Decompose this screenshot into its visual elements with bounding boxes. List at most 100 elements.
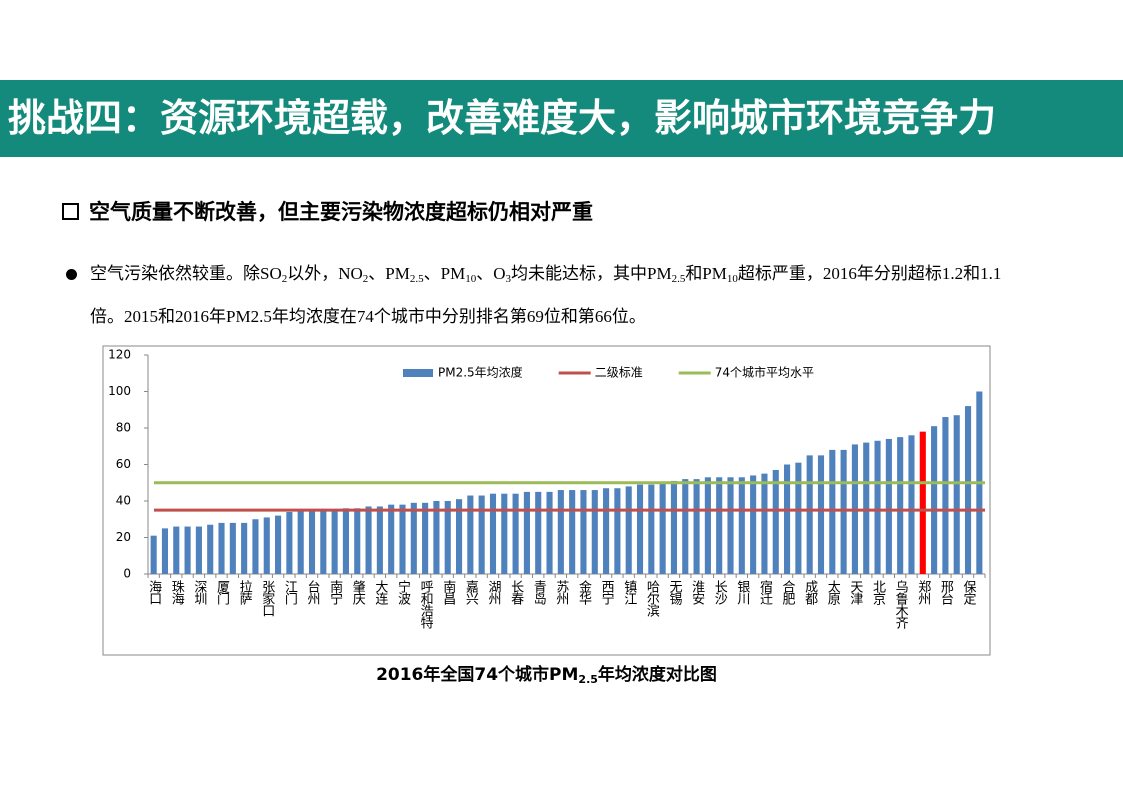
- x-tick-label: 台州: [305, 580, 321, 605]
- bar: [931, 426, 938, 574]
- bar: [173, 526, 180, 574]
- bar: [953, 415, 960, 574]
- x-tick-label: 无锡: [666, 580, 682, 605]
- bar: [874, 440, 881, 574]
- x-tick-label: 天津: [847, 580, 863, 605]
- bar: [761, 473, 768, 574]
- x-tick-label: 湖州: [485, 580, 501, 605]
- bar: [297, 510, 304, 574]
- bar: [942, 417, 949, 574]
- bar: [354, 508, 361, 574]
- bar: [772, 469, 779, 574]
- legend-label: 74个城市平均水平: [715, 365, 814, 380]
- text-run: 、PM: [368, 264, 410, 283]
- bar: [682, 479, 689, 574]
- text-run: 均未能达标，其中PM: [510, 264, 672, 283]
- checkbox-icon: [62, 203, 79, 220]
- bar: [806, 455, 813, 574]
- bar: [716, 477, 723, 574]
- bar: [331, 510, 338, 574]
- x-tick-label: 长沙: [712, 580, 728, 605]
- bar: [376, 506, 383, 574]
- bar: [512, 493, 519, 574]
- bar: [885, 438, 892, 574]
- text-run: 、O: [476, 264, 506, 283]
- subheading-text: 空气质量不断改善，但主要污染物浓度超标仍相对严重: [89, 200, 593, 224]
- text-run: 年均浓度对比图: [597, 665, 717, 685]
- x-tick-label: 宁波: [395, 579, 411, 605]
- subscript: 2: [362, 273, 369, 285]
- bar: [308, 510, 316, 574]
- x-tick-label: 珠海: [169, 580, 185, 605]
- bar: [557, 490, 564, 574]
- x-tick-label: 镇江: [621, 580, 637, 605]
- bar: [410, 502, 417, 574]
- text-run: 超标严重，2016年分别超标1.2和1.1倍。2015和2016年PM2.5年均…: [90, 264, 1002, 326]
- x-tick-label: 拉萨: [237, 580, 253, 605]
- header-title: 挑战四：资源环境超载，改善难度大，影响城市环境竞争力: [8, 96, 997, 140]
- x-tick-label: 青岛: [531, 580, 547, 605]
- bar: [286, 511, 293, 574]
- caption: 2016年全国74个城市PM2.5年均浓度对比图: [0, 660, 1093, 686]
- x-tick-label: 宿迁: [757, 579, 773, 605]
- x-tick-label: 张家口: [259, 580, 275, 617]
- subheading: 空气质量不断改善，但主要污染物浓度超标仍相对严重: [62, 196, 593, 226]
- x-tick-label: 邢台: [938, 580, 954, 605]
- x-tick-label: 北京: [870, 580, 886, 605]
- x-tick-label: 保定: [961, 580, 977, 606]
- x-tick-label: 嘉兴: [463, 580, 479, 605]
- x-tick-label: 淮安: [689, 580, 705, 605]
- x-tick-label: 苏州: [553, 579, 569, 605]
- chart-frame: [102, 345, 991, 656]
- bar: [399, 504, 406, 574]
- y-tick-label: 0: [123, 567, 131, 581]
- bar: [829, 449, 836, 574]
- x-tick-label: 肇庆: [350, 580, 366, 605]
- bar: [161, 528, 169, 574]
- subscript: 2: [281, 273, 288, 285]
- y-tick-label: 80: [116, 421, 131, 435]
- y-tick-label: 100: [108, 384, 131, 398]
- text-run: 空气污染依然较重。除SO: [90, 264, 282, 283]
- y-tick-label: 40: [116, 494, 131, 508]
- bar: [704, 477, 711, 574]
- x-tick-label: 海口: [146, 580, 162, 605]
- bar: [625, 486, 632, 574]
- bullet: 空气污染依然较重。除SO2以外，NO2、PM2.5、PM10、O3均未能达标，其…: [66, 255, 1026, 336]
- bar: [218, 522, 225, 574]
- bar: [908, 435, 915, 574]
- x-tick-label: 金华: [576, 579, 592, 605]
- bar: [523, 491, 530, 574]
- bar: [501, 493, 508, 574]
- bar: [636, 484, 644, 574]
- bar: [535, 491, 542, 574]
- bar: [455, 499, 463, 574]
- text-run: 和PM: [685, 264, 727, 283]
- text-run: 、PM: [423, 264, 466, 283]
- bar: [467, 495, 474, 574]
- subscript: 3: [505, 273, 511, 285]
- bar: [795, 462, 802, 574]
- x-tick-label: 成都: [802, 580, 818, 605]
- x-tick-label: 江门: [282, 580, 298, 605]
- bar: [591, 490, 598, 574]
- bar: [444, 501, 451, 574]
- bar: [580, 490, 587, 574]
- header: 挑战四：资源环境超载，改善难度大，影响城市环境竞争力: [0, 80, 1123, 157]
- text-run: 2016年全国74个城市PM: [376, 665, 579, 685]
- bar: [365, 506, 372, 574]
- x-tick-label: 太原: [825, 580, 841, 605]
- y-tick-label: 60: [116, 457, 131, 471]
- bar: [184, 526, 191, 574]
- bar: [342, 508, 349, 574]
- bullet-dot: [66, 269, 77, 280]
- bar: [388, 504, 395, 574]
- bar: [478, 495, 485, 574]
- bar: [614, 488, 621, 574]
- x-tick-label: 南宁: [327, 579, 343, 605]
- x-tick-label: 大连: [372, 580, 388, 606]
- bar: [919, 431, 926, 574]
- bar: [897, 437, 904, 574]
- bar: [648, 484, 655, 574]
